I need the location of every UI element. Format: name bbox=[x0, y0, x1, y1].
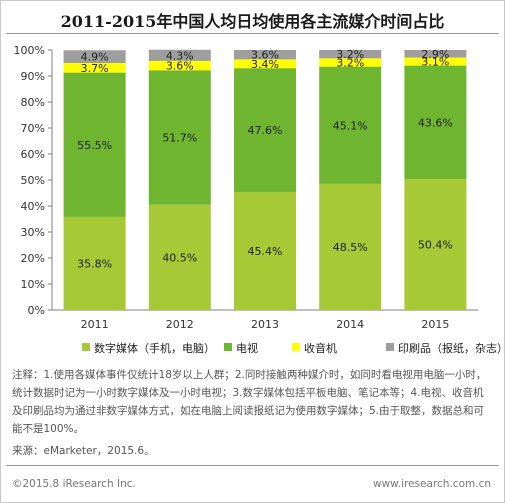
bar-segment bbox=[404, 178, 467, 310]
title-divider bbox=[6, 33, 499, 34]
copyright-text: ©2015.8 iResearch Inc. bbox=[12, 478, 136, 490]
data-label: 3.6% bbox=[251, 49, 279, 62]
bar-segment bbox=[234, 191, 296, 310]
y-tick-label: 10% bbox=[21, 278, 45, 291]
website-text: www.iresearch.com.cn bbox=[372, 478, 491, 490]
legend-label: 印刷品（报纸，杂志） bbox=[398, 341, 505, 355]
data-label: 2.9% bbox=[421, 48, 449, 61]
y-tick-label: 90% bbox=[21, 70, 45, 83]
bar-segment bbox=[319, 183, 382, 310]
bar-segment bbox=[63, 72, 126, 217]
bar-segment bbox=[63, 63, 126, 73]
y-tick-label: 70% bbox=[21, 122, 45, 135]
legend-label: 数字媒体（手机，电脑） bbox=[94, 341, 215, 355]
chart-title: 2011-2015年中国人均日均使用各主流媒介时间占比 bbox=[60, 12, 445, 31]
data-label: 48.5% bbox=[333, 241, 368, 254]
bar-segment bbox=[319, 66, 382, 184]
legend-swatch bbox=[224, 343, 232, 351]
data-label: 55.5% bbox=[77, 139, 112, 152]
y-tick-label: 50% bbox=[21, 174, 45, 187]
data-label: 50.4% bbox=[418, 238, 453, 251]
y-tick-label: 0% bbox=[28, 304, 45, 317]
data-label: 3.2% bbox=[336, 48, 364, 61]
y-tick-label: 80% bbox=[21, 96, 45, 109]
data-label: 3.1% bbox=[421, 56, 449, 69]
x-tick-label: 2012 bbox=[166, 318, 194, 331]
legend-swatch bbox=[386, 343, 394, 351]
bar-segment bbox=[319, 50, 382, 59]
x-tick-label: 2011 bbox=[81, 318, 109, 331]
bar-segment bbox=[148, 60, 211, 71]
bar-segment bbox=[234, 68, 296, 192]
bar-segment bbox=[404, 50, 467, 58]
x-tick-label: 2015 bbox=[421, 318, 449, 331]
y-tick-label: 30% bbox=[21, 226, 45, 239]
data-label: 3.6% bbox=[166, 60, 194, 73]
legend-swatch bbox=[82, 343, 90, 351]
bar-segment bbox=[404, 65, 467, 179]
footer-divider bbox=[6, 465, 499, 466]
data-label: 4.9% bbox=[81, 51, 109, 64]
legend-label: 电视 bbox=[236, 341, 258, 355]
data-label: 47.6% bbox=[248, 124, 283, 137]
data-label: 40.5% bbox=[162, 251, 197, 264]
chart-source: 来源：eMarketer，2015.6。 bbox=[12, 445, 155, 457]
data-label: 3.7% bbox=[81, 62, 109, 75]
bar-segment bbox=[148, 49, 211, 61]
bar-segment bbox=[319, 58, 382, 67]
y-tick-label: 40% bbox=[21, 200, 45, 213]
bar-segment bbox=[63, 50, 126, 63]
data-label: 51.7% bbox=[162, 131, 197, 144]
bar-segment bbox=[404, 57, 467, 66]
y-tick-label: 60% bbox=[21, 148, 45, 161]
x-tick-label: 2014 bbox=[336, 318, 364, 331]
data-label: 3.4% bbox=[251, 58, 279, 71]
data-label: 45.4% bbox=[248, 245, 283, 258]
data-label: 35.8% bbox=[77, 257, 112, 270]
bar-segment bbox=[63, 216, 126, 310]
legend-label: 收音机 bbox=[304, 341, 337, 355]
chart-notes: 注释：1.使用各媒体事件仅统计18岁以上人群；2.同时接触两种媒介时，如同时看电… bbox=[12, 369, 487, 435]
bar-segment bbox=[234, 59, 296, 69]
data-label: 43.6% bbox=[418, 116, 453, 129]
bar-segment bbox=[148, 204, 211, 310]
legend-swatch bbox=[292, 343, 300, 351]
data-label: 45.1% bbox=[333, 119, 368, 132]
data-label: 4.3% bbox=[166, 49, 194, 62]
y-tick-label: 20% bbox=[21, 252, 45, 265]
y-tick-label: 100% bbox=[14, 44, 45, 57]
bar-segment bbox=[234, 50, 296, 60]
data-label: 3.2% bbox=[336, 56, 364, 69]
bar-segment bbox=[148, 70, 211, 205]
x-tick-label: 2013 bbox=[251, 318, 279, 331]
stacked-bar-chart: 0% 10% 20% 30% 40% 50% 60% 70% 80% 90% 100% 35.8% 55… bbox=[14, 44, 505, 355]
